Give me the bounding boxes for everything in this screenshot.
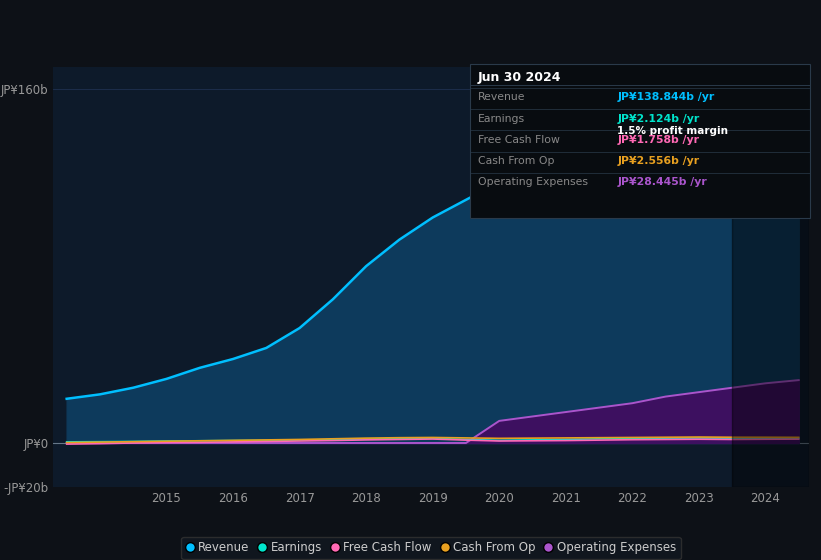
- Text: Earnings: Earnings: [478, 114, 525, 124]
- Text: JP¥28.445b /yr: JP¥28.445b /yr: [617, 178, 707, 188]
- Text: JP¥1.758b /yr: JP¥1.758b /yr: [617, 135, 699, 145]
- Text: JP¥2.556b /yr: JP¥2.556b /yr: [617, 156, 699, 166]
- Text: Revenue: Revenue: [478, 92, 525, 102]
- Text: 1.5% profit margin: 1.5% profit margin: [617, 126, 728, 136]
- Legend: Revenue, Earnings, Free Cash Flow, Cash From Op, Operating Expenses: Revenue, Earnings, Free Cash Flow, Cash …: [181, 536, 681, 559]
- Text: Jun 30 2024: Jun 30 2024: [478, 71, 562, 84]
- Text: JP¥138.844b /yr: JP¥138.844b /yr: [617, 92, 714, 102]
- Text: Cash From Op: Cash From Op: [478, 156, 554, 166]
- Bar: [732, 67, 809, 487]
- Text: JP¥2.124b /yr: JP¥2.124b /yr: [617, 114, 699, 124]
- Text: Operating Expenses: Operating Expenses: [478, 178, 588, 188]
- Text: Free Cash Flow: Free Cash Flow: [478, 135, 560, 145]
